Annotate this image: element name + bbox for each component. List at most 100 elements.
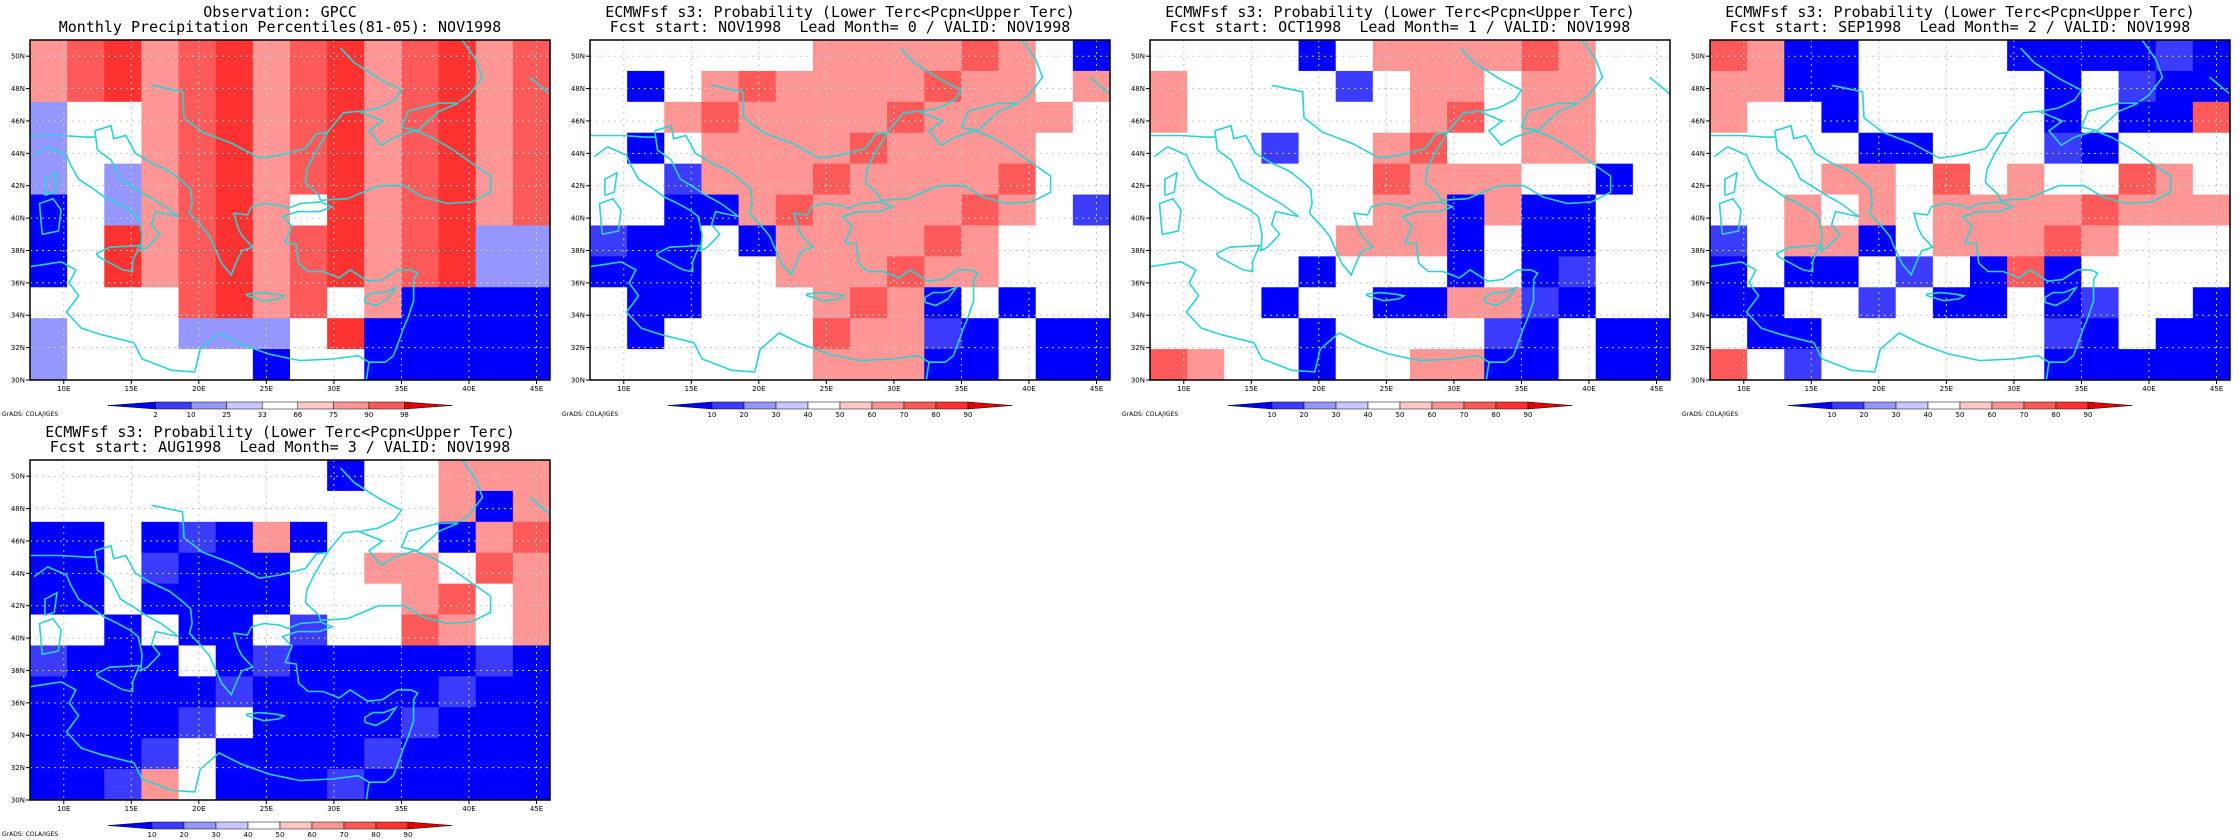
grid-cell [141,645,180,677]
grid-cell [1224,318,1262,350]
grid-cell [475,707,514,739]
grid-cell [178,460,217,492]
grid-cell [2118,132,2157,165]
y-tick-label: 38N [1691,247,1705,255]
grid-cell [327,225,365,257]
y-tick-label: 30N [1131,377,1145,385]
grid-cell [812,318,851,350]
legend-swatch [1399,401,1433,410]
y-tick-label: 30N [1691,377,1705,385]
grid-cell [104,521,142,554]
legend-swatch [1863,401,1897,410]
grid-cell [1747,132,1785,165]
grid-cell [1784,256,1822,288]
grid-cell [1410,70,1448,103]
plot-frame [589,39,1111,381]
grid-cell [67,194,105,226]
coastlines [30,460,550,800]
grid-cell [1187,70,1225,103]
grid-cell [1335,163,1374,196]
grid-cell [1521,163,1560,196]
grid-cell [2044,101,2082,134]
grid-cell [887,101,925,134]
legend-label: 40 [1364,411,1373,419]
grid-cell [1372,70,1411,103]
legend-swatch [871,401,905,410]
coastline [711,84,889,160]
grid-cell [1784,101,1822,134]
legend-label: 20 [740,411,749,419]
legend-swatch [404,401,453,410]
grid-cell [1261,40,1300,72]
coastline [245,711,287,722]
map-panel-lead2: ECMWFsf s3: Probability (Lower Terc<Pcpn… [1680,0,2240,420]
grid-cell [1821,132,1860,165]
grid-cell [1298,225,1337,257]
grid-cell [2118,318,2157,350]
grid-cell [1558,163,1597,196]
grid-cell [1261,225,1300,257]
grid-cell [141,163,180,196]
grid-cell [178,163,217,196]
grid-cell [1484,194,1522,226]
grid-cell [961,163,1000,196]
y-tick-label: 46N [11,537,25,545]
coastline [925,362,930,380]
legend-swatch [1463,401,1497,410]
grid-cell [2081,70,2120,103]
grid-cell [998,225,1037,257]
grid-cell [2007,287,2045,319]
grid-cell [141,225,180,257]
grid-cell [252,225,291,257]
grid-cell [1410,287,1448,319]
grid-cell [141,521,180,554]
grid-cell [475,552,514,585]
grid-cell [1521,70,1560,103]
grid-cell [364,163,402,196]
grid-cell [30,225,68,257]
coastline [459,460,484,523]
y-tick-label: 42N [1691,182,1705,190]
grid-cell [850,349,888,381]
grid-cell [2044,194,2082,226]
grid-cell [887,287,925,319]
grid-cell [67,769,105,801]
grid-cell [1895,132,1934,165]
legend-swatch [155,401,192,410]
grid-cell [401,583,440,616]
y-tick-label: 48N [11,505,25,513]
grid-cell [1410,318,1448,350]
x-tick-label: 40E [1022,385,1035,393]
grid-cell [1335,132,1374,165]
grid-cell [141,614,180,646]
grid-cell [178,738,217,770]
grid-cell [1747,194,1785,226]
grid-cell [401,163,440,196]
grid-cell [1035,101,1074,134]
grid-cell [30,132,68,165]
grid-cell [290,521,328,554]
legend-label: 40 [1924,411,1933,419]
grid-cell [1821,40,1860,72]
coastline [151,504,329,580]
y-tick-label: 40N [11,635,25,643]
grid-cell [252,70,291,103]
coastline [365,362,370,380]
grid-cell [1187,194,1225,226]
legend-label: 80 [1492,411,1501,419]
grid-cell [141,676,180,708]
legend-swatch [1227,401,1273,410]
legend-label: 30 [1332,411,1341,419]
coastlines [30,40,550,380]
grid-cell [327,287,365,319]
grid-cell [2007,349,2045,381]
legend-label: 60 [1428,411,1437,419]
grid-cell [701,163,740,196]
grid-cell [738,256,777,288]
legend-label: 2 [153,411,157,419]
grid-cell [438,349,477,381]
grid-cell [2192,163,2231,196]
grid-cell [104,645,142,677]
grid-cell [1187,132,1225,165]
coastline [151,84,329,160]
